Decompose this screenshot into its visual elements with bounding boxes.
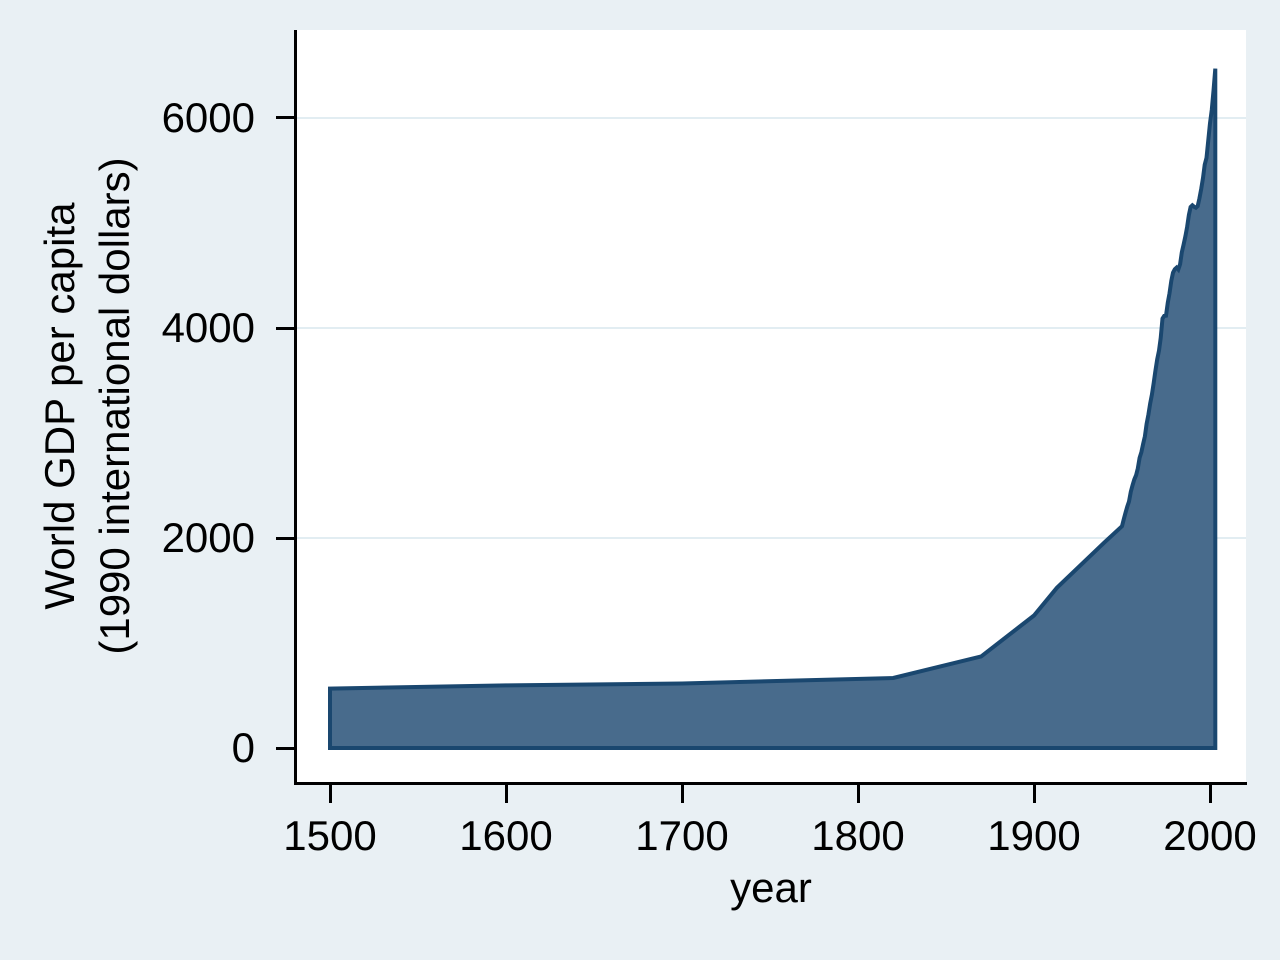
y-tick-label-0: 0 xyxy=(231,724,255,772)
y-tick-label-4000: 4000 xyxy=(161,304,255,351)
x-tick-label-1900: 1900 xyxy=(987,812,1081,859)
plot-region xyxy=(297,30,1246,783)
y-axis-title-line2: (1990 international dollars) xyxy=(91,157,138,655)
x-tick-1700 xyxy=(680,784,684,803)
area-series-world-gdp xyxy=(297,68,1246,750)
x-tick-label-1700: 1700 xyxy=(635,812,729,859)
x-axis-line xyxy=(294,782,1247,785)
x-axis-title: year xyxy=(730,864,812,911)
y-axis-line xyxy=(294,30,297,785)
y-tick-0 xyxy=(276,746,294,750)
y-axis-title-line1: World GDP per capita xyxy=(36,202,83,610)
x-tick-label-2000: 2000 xyxy=(1163,812,1257,859)
y-tick-label-6000: 6000 xyxy=(161,93,255,141)
x-tick-1900 xyxy=(1032,784,1036,803)
x-tick-label-1600: 1600 xyxy=(459,812,553,859)
y-tick-label-2000: 2000 xyxy=(161,514,255,562)
world-gdp-area xyxy=(328,68,1218,750)
x-tick-label-1800: 1800 xyxy=(811,812,905,859)
x-tick-2000 xyxy=(1208,784,1212,803)
y-axis-title: World GDP per capita (1990 international… xyxy=(32,6,144,806)
y-tick-2000 xyxy=(276,536,294,540)
y-tick-4000 xyxy=(276,326,294,330)
x-tick-label-1500: 1500 xyxy=(283,812,377,859)
x-tick-1800 xyxy=(856,784,860,803)
x-tick-1500 xyxy=(328,784,332,803)
x-tick-1600 xyxy=(504,784,508,803)
y-tick-6000 xyxy=(276,116,294,120)
